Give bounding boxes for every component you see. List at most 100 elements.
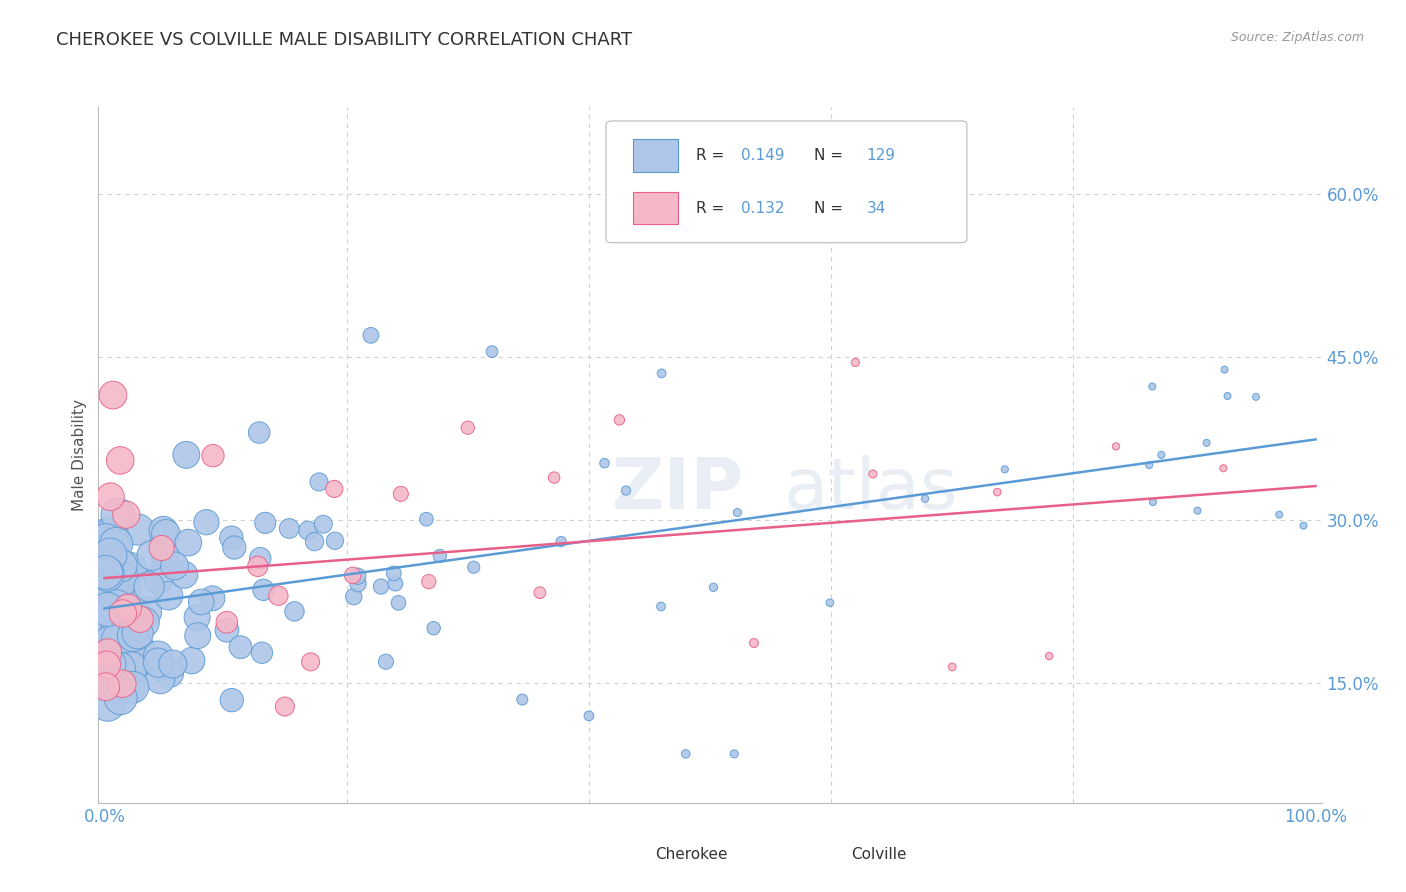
Text: 34: 34 [866,201,886,216]
Point [429,549,451,563]
Point [97,558,120,573]
Point [176,448,198,462]
Text: 0.132: 0.132 [741,201,785,216]
Point [389,487,412,501]
Text: Colville: Colville [851,847,907,863]
Point [100,527,122,541]
Text: 129: 129 [866,148,896,163]
Point [650,599,672,614]
Point [247,425,270,440]
Point [283,604,305,618]
Point [190,595,212,609]
Point [187,629,209,643]
Point [374,655,396,669]
Point [128,640,150,655]
Point [360,328,382,343]
Point [155,526,177,541]
Point [1142,379,1164,393]
Point [614,483,637,498]
Point [914,491,936,506]
FancyBboxPatch shape [600,842,643,871]
Point [152,524,174,538]
Point [96,533,118,548]
Point [1213,362,1236,376]
Point [107,508,129,522]
Point [1212,461,1234,475]
Point [177,535,200,549]
Point [180,654,202,668]
Point [148,572,170,586]
Point [127,626,149,640]
Point [651,367,673,381]
Point [163,558,186,573]
Point [101,636,124,650]
Point [98,548,121,562]
Text: 0.149: 0.149 [741,148,785,163]
Point [299,655,322,669]
Point [117,600,139,615]
Point [107,649,129,664]
Point [127,523,149,537]
Point [267,589,290,603]
Point [122,680,145,694]
Point [173,567,195,582]
Point [111,572,134,586]
Point [215,615,238,630]
Point [250,646,273,660]
Point [723,747,745,761]
Point [1187,503,1209,517]
Point [141,549,163,563]
Point [818,596,841,610]
Point [323,482,346,496]
Point [125,655,148,669]
Point [98,572,121,586]
Text: R =: R = [696,148,728,163]
Point [323,533,346,548]
Point [986,485,1008,500]
Point [98,636,121,650]
Point [101,577,124,591]
Point [157,666,180,681]
Point [110,558,132,573]
Point [274,699,297,714]
Point [246,559,269,574]
Text: ZIP: ZIP [612,455,744,524]
Point [97,646,120,660]
Point [422,621,444,635]
Point [1137,458,1160,472]
Point [100,604,122,618]
Point [229,640,252,655]
FancyBboxPatch shape [633,192,679,224]
Point [107,632,129,647]
Point [195,515,218,529]
Point [725,506,748,520]
Point [105,590,128,604]
Point [186,610,208,624]
Point [201,591,224,606]
Point [98,490,121,504]
Point [387,596,409,610]
Point [370,580,392,594]
Point [121,607,143,622]
Point [150,541,173,555]
Point [97,657,120,671]
Point [110,453,132,467]
Point [1244,390,1267,404]
Text: N =: N = [814,201,848,216]
Point [675,747,697,761]
Y-axis label: Male Disability: Male Disability [72,399,87,511]
Point [96,602,118,616]
Text: Source: ZipAtlas.com: Source: ZipAtlas.com [1230,31,1364,45]
Point [96,567,118,582]
Point [249,551,271,566]
Text: Cherokee: Cherokee [655,847,727,863]
Point [105,599,128,614]
Point [510,692,533,706]
Point [111,607,134,621]
Text: R =: R = [696,201,728,216]
Point [101,539,124,553]
FancyBboxPatch shape [796,842,838,871]
Point [153,548,176,562]
Point [94,579,117,593]
Point [115,508,138,522]
